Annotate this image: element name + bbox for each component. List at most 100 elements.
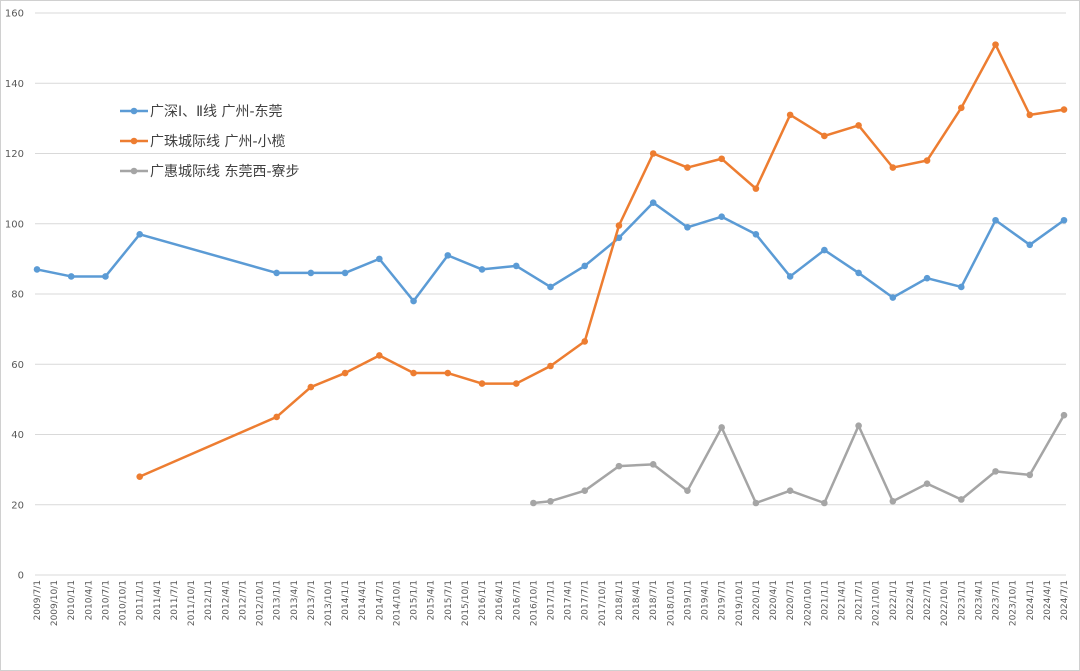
data-point [821, 132, 828, 140]
data-point [649, 461, 657, 468]
data-point [615, 222, 623, 229]
y-tick-label: 160 [5, 9, 24, 20]
x-tick-label: 2023/7/1 [992, 580, 1002, 620]
series-line [533, 414, 1066, 505]
data-point [478, 266, 486, 273]
data-point [581, 262, 589, 270]
x-tick-label: 2014/10/1 [392, 580, 402, 626]
x-tick-label: 2017/10/1 [598, 580, 608, 626]
x-tick-label: 2010/10/1 [119, 580, 129, 626]
data-point [752, 230, 760, 238]
data-point [581, 338, 589, 345]
x-tick-label: 2012/10/1 [256, 580, 266, 626]
data-point [307, 269, 315, 277]
data-point [376, 352, 383, 359]
data-point [273, 413, 280, 421]
x-tick-label: 2018/10/1 [666, 580, 676, 626]
x-tick-label: 2021/10/1 [872, 580, 882, 626]
data-point [102, 273, 109, 280]
data-point [478, 380, 486, 387]
x-tick-label: 2011/1/1 [136, 580, 146, 620]
x-tick-label: 2020/4/1 [769, 580, 779, 620]
data-point [992, 468, 999, 475]
legend-item: 广惠城际线 东莞西-寮步 [120, 163, 300, 180]
data-point [376, 255, 383, 263]
data-point [512, 380, 520, 387]
x-tick-label: 2019/7/1 [718, 580, 728, 620]
x-tick-label: 2023/4/1 [974, 580, 984, 620]
data-point [615, 234, 623, 242]
x-tick-label: 2012/4/1 [221, 580, 231, 620]
data-point [821, 246, 828, 254]
x-tick-label: 2020/1/1 [752, 580, 762, 620]
x-tick-label: 2020/10/1 [803, 580, 813, 626]
x-tick-label: 2015/10/1 [461, 580, 471, 626]
x-tick-label: 2016/4/1 [495, 580, 505, 620]
x-tick-label: 2022/4/1 [906, 580, 916, 620]
legend-label: 广深Ⅰ、Ⅱ线 广州-东莞 [150, 104, 283, 120]
data-point [512, 262, 520, 270]
x-tick-label: 2017/4/1 [564, 580, 574, 620]
x-tick-label: 2010/1/1 [67, 580, 77, 620]
y-tick-label: 140 [5, 79, 24, 90]
x-tick-label: 2018/4/1 [632, 580, 642, 620]
series-0 [33, 199, 1068, 305]
x-tick-label: 2017/1/1 [547, 580, 557, 620]
x-tick-label: 2023/10/1 [1009, 580, 1019, 626]
data-point [786, 273, 794, 280]
y-tick-label: 80 [11, 290, 24, 301]
x-tick-label: 2024/4/1 [1043, 580, 1053, 620]
series-1 [136, 41, 1068, 480]
data-point [958, 283, 965, 291]
data-point [444, 252, 452, 259]
x-tick-label: 2021/7/1 [855, 580, 865, 620]
x-tick-label: 2014/1/1 [341, 580, 351, 620]
x-tick-label: 2015/7/1 [444, 580, 454, 620]
data-point [547, 497, 554, 505]
data-point [307, 383, 315, 391]
legend-swatch-marker [130, 137, 138, 145]
data-point [136, 230, 143, 238]
x-tick-label: 2021/1/1 [820, 580, 830, 620]
data-point [958, 104, 965, 112]
x-tick-label: 2009/10/1 [50, 580, 60, 626]
x-tick-label: 2016/1/1 [478, 580, 488, 620]
x-tick-label: 2021/4/1 [837, 580, 847, 620]
data-point [855, 122, 862, 129]
data-point [855, 422, 862, 430]
x-tick-label: 2017/7/1 [581, 580, 591, 620]
x-tick-label: 2010/4/1 [84, 580, 94, 620]
series-group [33, 41, 1068, 507]
data-point [923, 274, 931, 282]
legend-swatch-marker [130, 167, 138, 175]
data-point [958, 496, 965, 503]
data-point [547, 283, 554, 291]
data-point [1026, 111, 1034, 119]
x-tick-label: 2012/7/1 [238, 580, 248, 620]
y-tick-label: 100 [5, 219, 24, 230]
y-tick-label: 20 [11, 500, 24, 511]
data-point [718, 424, 725, 431]
data-point [752, 499, 760, 507]
data-point [615, 462, 623, 470]
data-point [821, 499, 828, 507]
data-point [684, 487, 691, 495]
x-tick-label: 2014/4/1 [358, 580, 368, 620]
series-2 [530, 411, 1068, 507]
x-tick-label: 2016/10/1 [529, 580, 539, 626]
x-tick-label: 2023/1/1 [957, 580, 967, 620]
data-point [752, 185, 760, 192]
x-tick-label: 2015/1/1 [410, 580, 420, 620]
data-point [341, 369, 349, 377]
data-point [923, 480, 931, 487]
legend-item: 广深Ⅰ、Ⅱ线 广州-东莞 [120, 104, 283, 120]
data-point [684, 164, 691, 171]
data-point [992, 41, 999, 48]
data-point [1026, 241, 1034, 249]
x-tick-label: 2013/10/1 [324, 580, 334, 626]
x-tick-label: 2016/7/1 [512, 580, 522, 620]
legend-swatch-marker [130, 107, 138, 115]
x-tick-label: 2013/7/1 [307, 580, 317, 620]
data-point [581, 487, 589, 495]
